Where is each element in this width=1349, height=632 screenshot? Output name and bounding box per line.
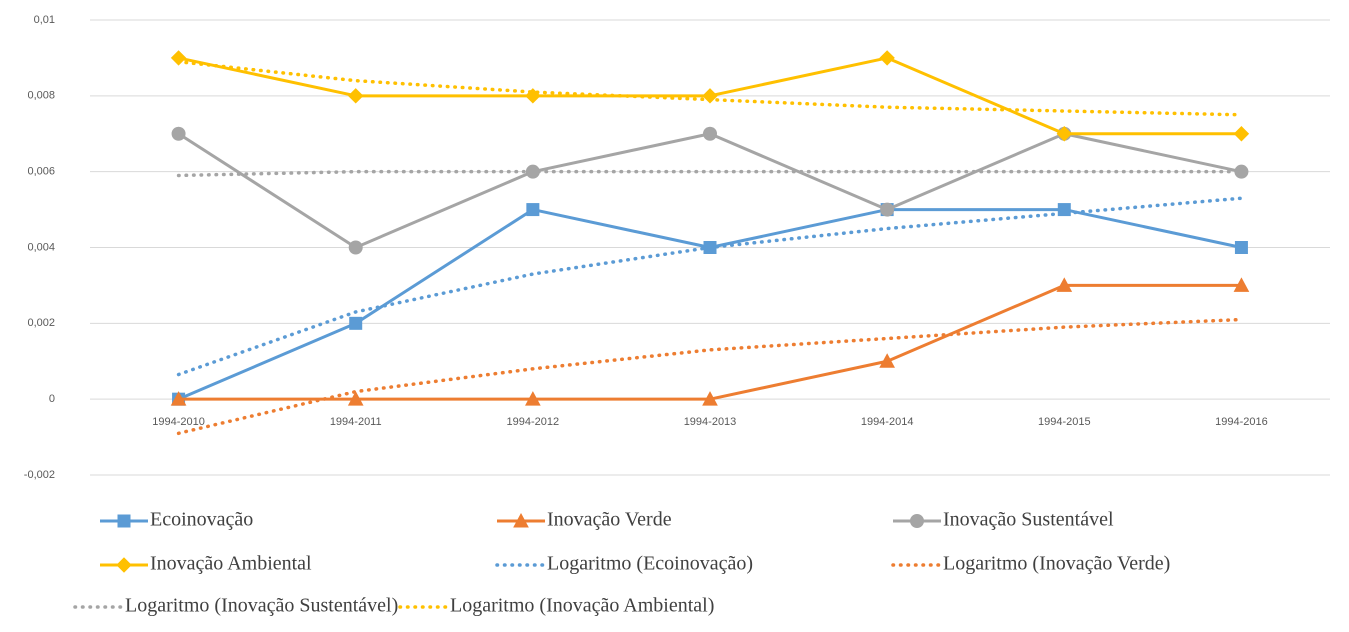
legend-label: Logaritmo (Ecoinovação): [547, 553, 753, 575]
legend-entry: Logaritmo (Ecoinovação): [495, 553, 753, 575]
marker: [702, 391, 718, 406]
marker: [347, 391, 364, 406]
marker: [116, 557, 132, 573]
legend-label: Inovação Verde: [547, 509, 672, 531]
y-tick-label: 0,002: [27, 317, 55, 329]
legend-entry: Inovação Verde: [497, 509, 672, 531]
marker: [170, 50, 187, 66]
y-tick-label: 0,004: [27, 241, 55, 253]
marker: [170, 391, 187, 406]
series-line: [177, 208, 1242, 401]
marker: [879, 353, 895, 368]
y-tick-label: 0: [49, 393, 55, 405]
trendline: [176, 59, 1244, 117]
marker: [117, 514, 131, 528]
y-tick-label: 0,01: [34, 14, 55, 26]
marker: [513, 512, 529, 528]
legend-entry: Inovação Ambiental: [100, 553, 312, 575]
marker: [171, 126, 186, 141]
y-tick-label: 0,006: [27, 166, 55, 178]
marker: [525, 391, 541, 406]
x-tick-label: 1994-2011: [330, 416, 382, 428]
y-tick-label: 0,008: [27, 90, 55, 102]
trendline: [176, 169, 1244, 178]
marker: [1234, 241, 1248, 254]
trendline: [176, 196, 1244, 377]
marker: [526, 203, 540, 217]
marker: [910, 514, 924, 528]
legend-entry: Ecoinovação: [100, 509, 253, 531]
x-tick-label: 1994-2016: [1215, 416, 1268, 428]
x-tick-label: 1994-2013: [684, 416, 737, 428]
legend-entry: Logaritmo (Inovação Verde): [891, 553, 1170, 575]
series-line: [177, 132, 1242, 249]
legend-label: Logaritmo (Inovação Verde): [943, 553, 1170, 575]
marker: [348, 88, 364, 104]
x-tick-label: 1994-2014: [861, 416, 914, 428]
legend-entry: Inovação Sustentável: [893, 509, 1114, 531]
marker: [1233, 126, 1250, 142]
marker: [702, 88, 718, 104]
marker: [1056, 126, 1072, 142]
legend-label: Logaritmo (Inovação Ambiental): [450, 595, 714, 617]
y-tick-label: -0,002: [24, 469, 55, 481]
legend-entry: Logaritmo (Inovação Ambiental): [398, 595, 714, 617]
marker: [703, 126, 717, 141]
x-tick-label: 1994-2015: [1038, 416, 1091, 428]
series-line: [178, 283, 1242, 401]
legend-label: Inovação Sustentável: [943, 509, 1114, 531]
marker: [349, 316, 363, 330]
marker: [1233, 277, 1250, 292]
marker: [879, 50, 895, 66]
marker: [880, 202, 895, 217]
x-tick-label: 1994-2010: [152, 416, 205, 428]
x-tick-label: 1994-2012: [507, 416, 560, 428]
legend-entry: Logaritmo (Inovação Sustentável): [73, 595, 398, 617]
legend-label: Logaritmo (Inovação Sustentável): [125, 595, 398, 617]
legend-label: Ecoinovação: [150, 509, 253, 531]
legend-label: Inovação Ambiental: [150, 553, 312, 575]
trendline: [176, 317, 1244, 436]
marker: [348, 240, 363, 255]
marker: [1056, 277, 1073, 292]
